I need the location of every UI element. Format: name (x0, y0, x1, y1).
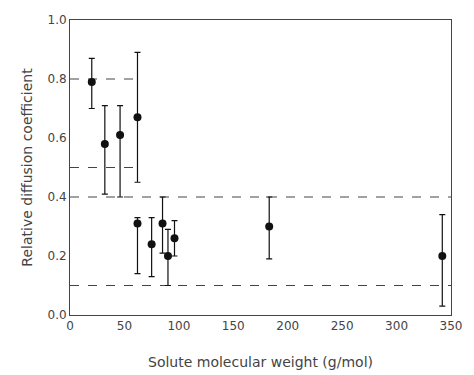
svg-text:0.4: 0.4 (48, 190, 67, 204)
svg-text:Relative diffusion coefficient: Relative diffusion coefficient (19, 68, 35, 267)
svg-text:300: 300 (385, 319, 408, 333)
svg-text:350: 350 (440, 319, 463, 333)
svg-text:1.0: 1.0 (48, 13, 67, 27)
svg-text:0.8: 0.8 (48, 72, 67, 86)
svg-text:100: 100 (167, 319, 190, 333)
svg-text:250: 250 (331, 319, 354, 333)
svg-text:0.0: 0.0 (48, 308, 67, 322)
svg-text:50: 50 (117, 319, 132, 333)
svg-text:0.2: 0.2 (48, 249, 67, 263)
svg-text:0.6: 0.6 (48, 131, 67, 145)
svg-text:150: 150 (222, 319, 245, 333)
svg-text:Solute molecular weight (g/mol: Solute molecular weight (g/mol) (148, 354, 373, 370)
svg-text:200: 200 (276, 319, 299, 333)
svg-text:0: 0 (66, 319, 74, 333)
